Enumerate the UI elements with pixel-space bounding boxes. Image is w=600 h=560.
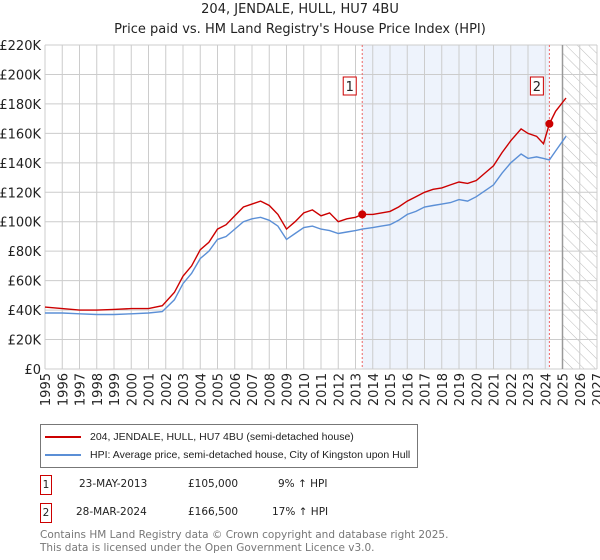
legend: 204, JENDALE, HULL, HU7 4BU (semi-detach… [40,424,418,468]
y-tick-label: £0 [24,363,41,378]
x-tick-label: 2010 [298,373,313,406]
x-tick-label: 2025 [557,373,572,406]
chart-title: 204, JENDALE, HULL, HU7 4BU [201,2,399,17]
footer-copyright: Contains HM Land Registry data © Crown c… [40,529,449,541]
y-tick-label: £220K [0,39,41,54]
sale-hpi-change: 17% ↑ HPI [272,506,329,518]
x-tick-label: 2011 [315,373,330,406]
x-tick-label: 1998 [91,373,106,406]
x-tick-label: 2008 [263,373,278,406]
x-tick-label: 2012 [332,373,347,406]
x-tick-label: 2027 [591,373,600,406]
x-tick-label: 1997 [74,373,89,406]
legend-label: 204, JENDALE, HULL, HU7 4BU (semi-detach… [90,431,354,443]
x-tick-label: 2006 [229,373,244,406]
y-tick-label: £40K [8,304,42,319]
legend-label: HPI: Average price, semi-detached house,… [90,449,411,461]
x-tick-label: 2023 [522,373,537,406]
x-tick-label: 1995 [39,373,54,406]
y-tick-label: £80K [8,245,42,260]
sale-label: 2 [533,80,541,95]
sale-date: 28-MAR-2024 [76,506,147,518]
sale-price: £166,500 [188,506,239,518]
x-tick-label: 2018 [436,373,451,406]
x-tick-label: 2009 [281,373,296,406]
y-tick-label: £160K [0,127,41,142]
chart-subtitle: Price paid vs. HM Land Registry's House … [114,22,486,37]
x-tick-label: 2022 [505,373,520,406]
sale-period-shade [362,45,550,369]
x-tick-label: 1999 [108,373,123,406]
y-tick-label: £100K [0,216,41,231]
y-tick-label: £20K [8,334,42,349]
x-tick-label: 1996 [56,373,71,406]
sale-label: 1 [346,80,354,95]
x-tick-label: 2015 [384,373,399,406]
sale-point [358,210,367,219]
x-tick-label: 2019 [453,373,468,406]
x-tick-label: 2017 [419,373,434,406]
y-tick-label: £200K [0,68,41,83]
sale-date: 23-MAY-2013 [79,478,148,490]
legend-item-hpi: HPI: Average price, semi-detached house,… [45,448,410,462]
y-tick-label: £60K [8,275,42,290]
x-tick-label: 2005 [212,373,227,406]
sale-price: £105,000 [188,478,239,490]
x-tick-label: 2013 [350,373,365,406]
x-tick-label: 2003 [177,373,192,406]
y-tick-label: £140K [0,157,41,172]
sale-marker-label: 1 [40,475,52,495]
x-tick-label: 2002 [160,373,175,406]
legend-item-property: 204, JENDALE, HULL, HU7 4BU (semi-detach… [45,430,354,444]
legend-swatch-blue [45,454,81,456]
x-tick-label: 2014 [367,373,382,406]
footer-licence: This data is licensed under the Open Gov… [40,542,375,554]
x-tick-label: 2004 [194,373,209,406]
x-tick-label: 2016 [401,373,416,406]
x-tick-label: 2026 [574,373,589,406]
sale-point [545,119,554,128]
legend-swatch-red [45,436,81,438]
footer: Contains HM Land Registry data © Crown c… [40,529,448,555]
x-tick-label: 2024 [539,373,554,406]
sale-hpi-change: 9% ↑ HPI [278,478,328,490]
sale-label-box [342,76,357,96]
x-tick-label: 2020 [470,373,485,406]
sale-marker-label: 2 [40,503,52,523]
x-tick-label: 2001 [143,373,158,406]
x-tick-label: 2021 [488,373,503,406]
x-tick-label: 2000 [125,373,140,406]
x-tick-label: 2007 [246,373,261,406]
y-tick-label: £120K [0,186,41,201]
sale-label-box [529,76,544,96]
y-tick-label: £180K [0,98,41,113]
